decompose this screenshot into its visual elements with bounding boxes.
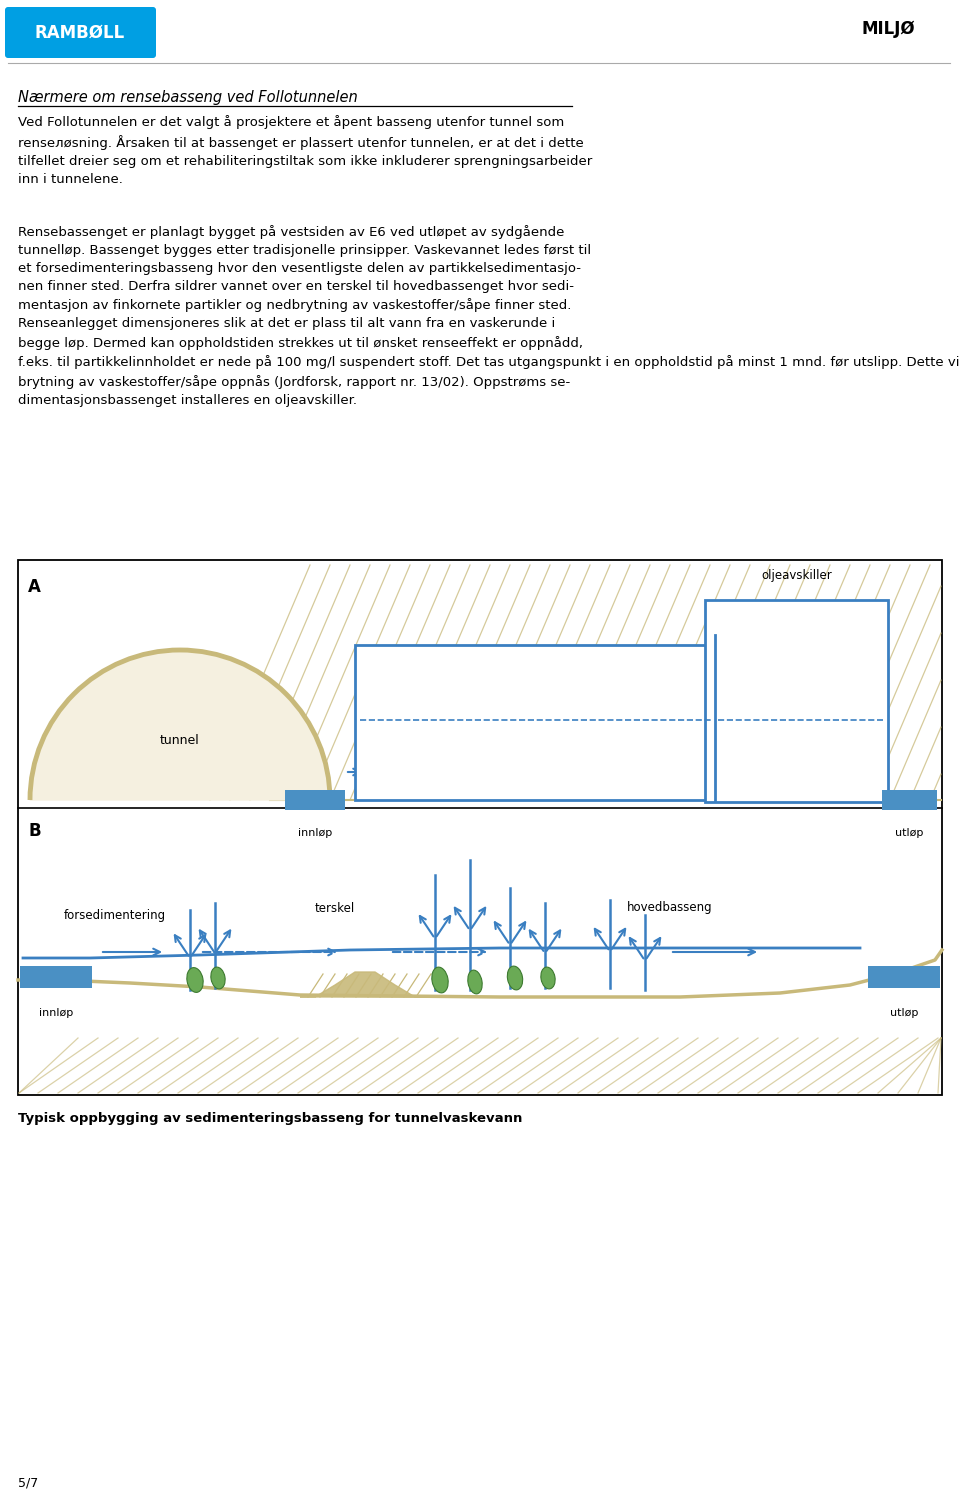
Bar bbox=[285, 790, 345, 810]
Text: innløp: innløp bbox=[298, 828, 332, 838]
Text: oljeavskiller: oljeavskiller bbox=[761, 569, 832, 581]
Ellipse shape bbox=[468, 970, 482, 994]
Ellipse shape bbox=[540, 967, 555, 988]
Text: B: B bbox=[28, 822, 40, 840]
Bar bbox=[18, 560, 942, 1095]
Ellipse shape bbox=[187, 967, 204, 993]
Text: utløp: utløp bbox=[890, 1008, 918, 1018]
Bar bbox=[868, 966, 940, 988]
Text: hovedbasseng: hovedbasseng bbox=[627, 901, 713, 915]
Bar bbox=[882, 790, 937, 810]
Polygon shape bbox=[300, 972, 430, 997]
Text: tunnel: tunnel bbox=[160, 733, 200, 746]
Ellipse shape bbox=[211, 967, 226, 988]
Ellipse shape bbox=[507, 966, 522, 990]
Text: Nærmere om rensebasseng ved Follotunnelen: Nærmere om rensebasseng ved Follotunnele… bbox=[18, 90, 358, 105]
Bar bbox=[705, 599, 888, 802]
Bar bbox=[355, 644, 880, 801]
Bar bbox=[20, 966, 92, 988]
Text: Ved Follotunnelen er det valgt å prosjektere et åpent basseng utenfor tunnel som: Ved Follotunnelen er det valgt å prosjek… bbox=[18, 116, 592, 186]
Text: terskel: terskel bbox=[315, 901, 355, 915]
Text: innløp: innløp bbox=[38, 1008, 73, 1018]
Ellipse shape bbox=[432, 967, 448, 993]
Text: Typisk oppbygging av sedimenteringsbasseng for tunnelvaskevann: Typisk oppbygging av sedimenteringsbasse… bbox=[18, 1111, 522, 1125]
Text: A: A bbox=[28, 578, 41, 596]
Text: MILJØ: MILJØ bbox=[861, 20, 915, 38]
Text: forsedimentering: forsedimentering bbox=[64, 909, 166, 922]
Polygon shape bbox=[30, 650, 330, 801]
FancyBboxPatch shape bbox=[5, 8, 156, 59]
Text: 5/7: 5/7 bbox=[18, 1476, 38, 1490]
Text: utløp: utløp bbox=[895, 828, 924, 838]
Text: Rensebassenget er planlagt bygget på vestsiden av E6 ved utløpet av sydgående
tu: Rensebassenget er planlagt bygget på ves… bbox=[18, 225, 960, 407]
Text: RAMBØLL: RAMBØLL bbox=[35, 24, 125, 42]
